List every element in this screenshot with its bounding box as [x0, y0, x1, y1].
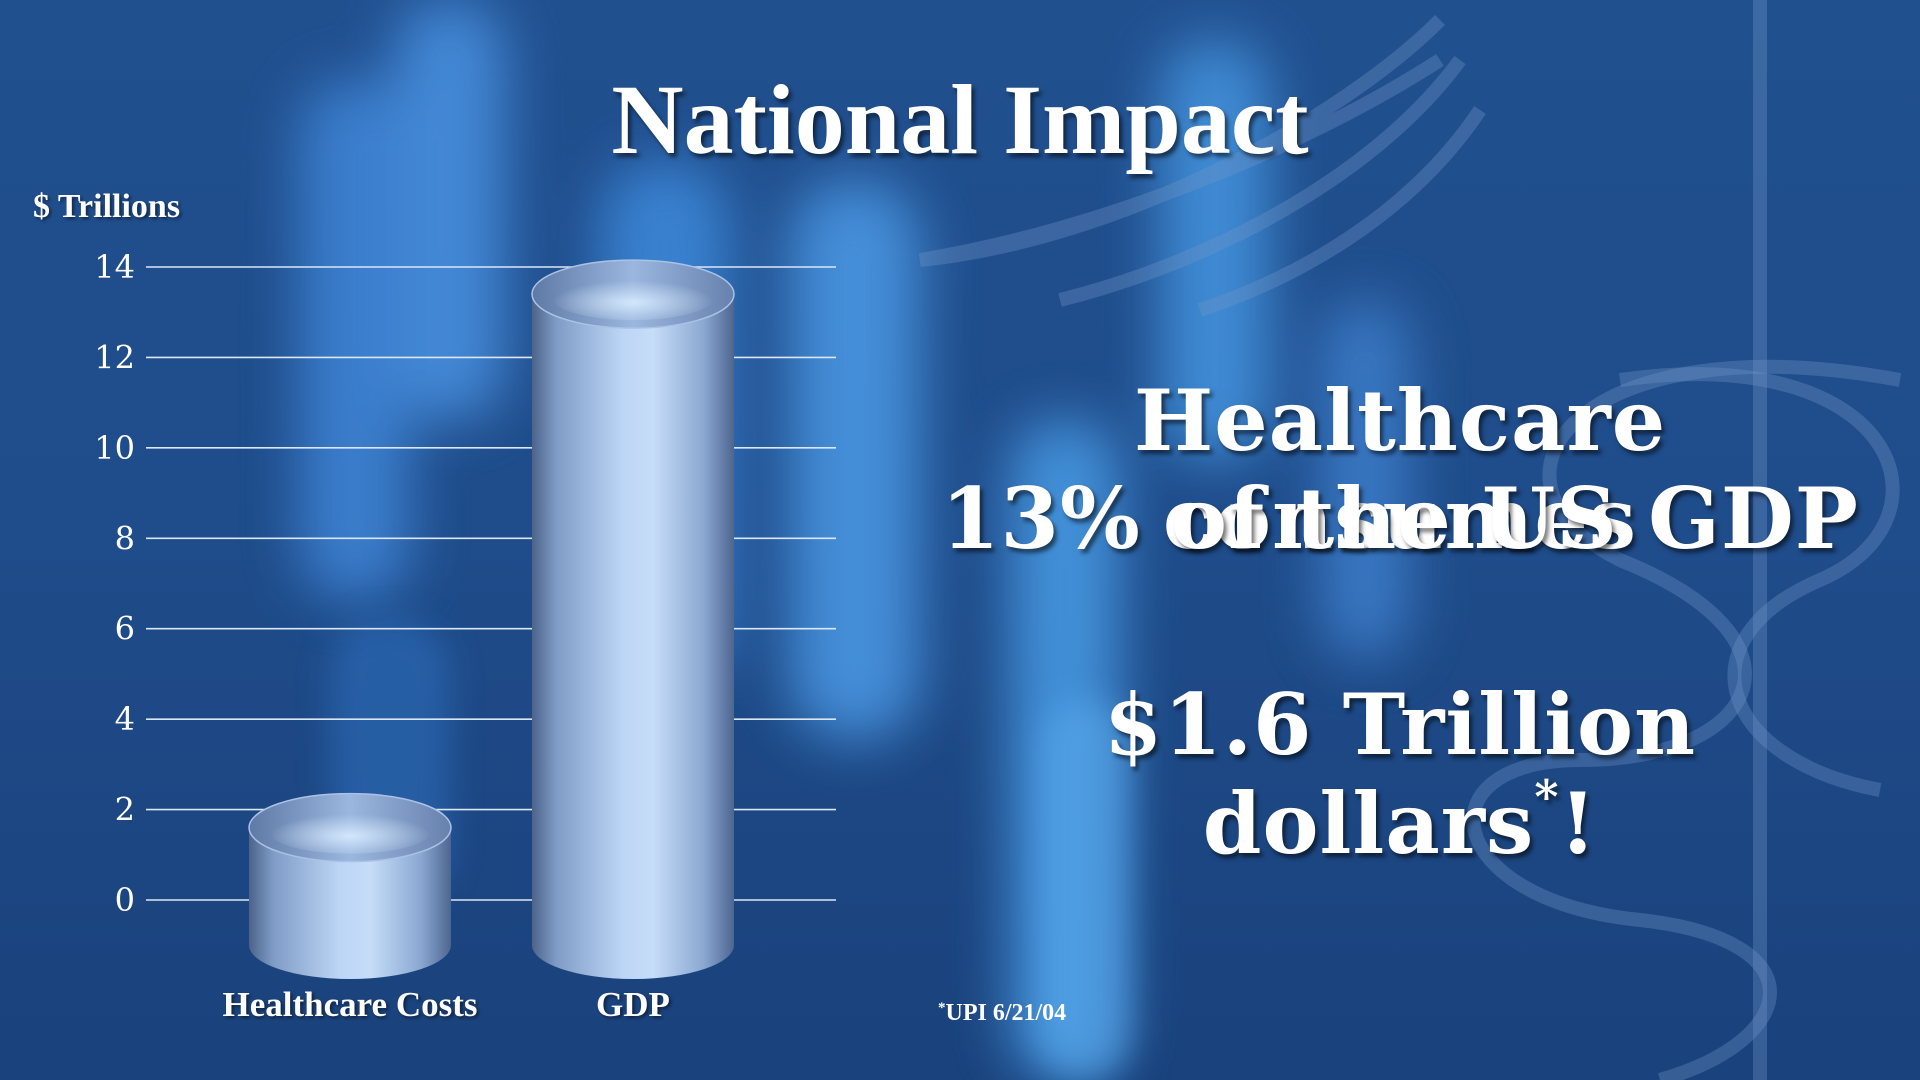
y-tick-label: 10 [94, 429, 135, 467]
footnote-text: UPI 6/21/04 [945, 1000, 1067, 1026]
y-tick-label: 8 [115, 519, 135, 557]
bars [248, 259, 735, 980]
caduceus-watermark-icon [918, 0, 1902, 1080]
y-tick-label: 0 [115, 881, 135, 919]
y-tick-label: 2 [115, 791, 135, 829]
bar-top-highlight [269, 809, 431, 854]
bar-top-highlight [552, 276, 714, 321]
slide-title: National Impact [611, 64, 1309, 175]
x-category-label-healthcare-costs: Healthcare Costs [222, 985, 478, 1024]
highlight-asterisk: * [1534, 770, 1560, 824]
y-tick-label: 12 [94, 338, 135, 376]
bar-1 [531, 259, 735, 980]
y-tick-label: 14 [94, 248, 135, 286]
highlight-exclamation: ! [1559, 774, 1598, 873]
y-axis-ticks: 0 2 4 6 8 10 12 14 [94, 248, 135, 919]
bar-0 [248, 792, 452, 979]
footnote-asterisk: * [938, 1000, 946, 1016]
highlight-statement: $1.6 Trillion dollars*! [900, 675, 1900, 873]
y-axis-unit-label: $ Trillions [33, 188, 181, 225]
highlight-text: $1.6 Trillion dollars [1103, 675, 1697, 873]
y-tick-label: 4 [115, 700, 135, 738]
y-tick-label: 6 [115, 610, 135, 648]
bar-body [249, 827, 451, 979]
headline-line-2: 13% of the US GDP [941, 469, 1859, 568]
source-footnote: *UPI 6/21/04 [938, 1000, 1066, 1027]
headline-line-1: Healthcare consumes [1133, 371, 1667, 568]
bar-body [532, 294, 734, 980]
x-category-label-gdp: GDP [596, 985, 670, 1024]
